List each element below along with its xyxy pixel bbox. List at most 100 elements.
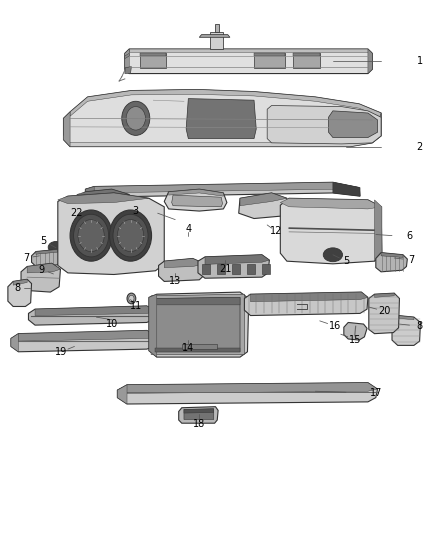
Polygon shape	[164, 189, 227, 211]
Text: 22: 22	[71, 208, 83, 218]
Polygon shape	[381, 253, 403, 257]
Polygon shape	[129, 49, 371, 52]
Polygon shape	[392, 316, 420, 345]
Text: 10: 10	[106, 319, 118, 328]
Polygon shape	[254, 53, 285, 56]
Polygon shape	[184, 409, 214, 419]
Polygon shape	[85, 182, 359, 193]
Polygon shape	[117, 383, 378, 393]
Circle shape	[122, 101, 150, 135]
Polygon shape	[70, 90, 381, 117]
Text: 1: 1	[417, 56, 424, 66]
Polygon shape	[125, 53, 129, 59]
Polygon shape	[27, 263, 60, 273]
Polygon shape	[179, 407, 218, 423]
Polygon shape	[328, 111, 378, 138]
Text: 21: 21	[219, 264, 231, 273]
Circle shape	[129, 295, 134, 302]
Text: 9: 9	[39, 265, 45, 274]
Circle shape	[110, 210, 152, 261]
Polygon shape	[140, 53, 166, 56]
Polygon shape	[117, 385, 127, 404]
Polygon shape	[159, 259, 205, 281]
Polygon shape	[293, 53, 320, 56]
Polygon shape	[344, 322, 367, 340]
Polygon shape	[64, 90, 381, 147]
Text: 5: 5	[41, 237, 47, 246]
Polygon shape	[398, 316, 414, 320]
Polygon shape	[254, 53, 285, 68]
Polygon shape	[64, 112, 70, 147]
Polygon shape	[198, 255, 269, 278]
Polygon shape	[155, 297, 240, 305]
Bar	[232, 264, 240, 274]
Bar	[202, 264, 210, 274]
Polygon shape	[125, 67, 131, 74]
Polygon shape	[85, 182, 360, 197]
Text: 19: 19	[55, 347, 67, 357]
Ellipse shape	[323, 248, 343, 262]
Polygon shape	[184, 409, 214, 413]
Polygon shape	[374, 200, 382, 261]
Text: 18: 18	[193, 419, 205, 429]
Text: 8: 8	[417, 321, 423, 331]
Polygon shape	[205, 255, 269, 264]
Bar	[262, 264, 270, 274]
Circle shape	[127, 293, 136, 304]
Circle shape	[113, 214, 148, 257]
Bar	[247, 264, 255, 274]
Polygon shape	[28, 306, 158, 325]
Polygon shape	[369, 293, 399, 334]
Text: 13: 13	[169, 277, 181, 286]
Polygon shape	[77, 189, 129, 197]
Circle shape	[279, 116, 290, 129]
Polygon shape	[149, 294, 157, 357]
Polygon shape	[77, 189, 129, 204]
Polygon shape	[186, 99, 256, 139]
Text: 15: 15	[349, 335, 361, 344]
Polygon shape	[64, 135, 372, 147]
Circle shape	[74, 214, 109, 257]
Text: 14: 14	[182, 343, 194, 353]
Polygon shape	[244, 292, 368, 316]
Polygon shape	[21, 263, 60, 292]
Text: 5: 5	[343, 256, 349, 266]
Text: 16: 16	[328, 321, 341, 331]
Text: 2: 2	[417, 142, 423, 151]
Text: 4: 4	[185, 224, 191, 233]
Polygon shape	[85, 187, 94, 197]
Polygon shape	[155, 348, 240, 352]
Polygon shape	[240, 193, 287, 206]
Polygon shape	[172, 195, 223, 207]
Circle shape	[319, 116, 329, 129]
Polygon shape	[251, 292, 368, 302]
Polygon shape	[169, 189, 223, 196]
Circle shape	[78, 220, 104, 252]
Text: 7: 7	[23, 253, 29, 263]
Polygon shape	[149, 292, 249, 357]
Circle shape	[126, 107, 145, 130]
Polygon shape	[58, 193, 164, 274]
Text: 11: 11	[130, 301, 142, 311]
Polygon shape	[11, 334, 18, 352]
Polygon shape	[374, 293, 394, 297]
Polygon shape	[32, 249, 64, 266]
Bar	[182, 344, 217, 349]
Polygon shape	[280, 198, 381, 209]
Polygon shape	[376, 253, 407, 272]
Polygon shape	[368, 49, 372, 74]
Text: 8: 8	[14, 283, 21, 293]
Circle shape	[301, 116, 312, 129]
Text: 20: 20	[378, 306, 391, 316]
Polygon shape	[215, 24, 219, 32]
Polygon shape	[333, 182, 360, 196]
Text: 6: 6	[406, 231, 413, 240]
Polygon shape	[280, 198, 382, 264]
Polygon shape	[140, 53, 166, 68]
Polygon shape	[11, 330, 160, 352]
Polygon shape	[35, 306, 158, 316]
Polygon shape	[155, 297, 240, 352]
Ellipse shape	[48, 241, 64, 253]
Polygon shape	[164, 259, 205, 268]
Polygon shape	[58, 193, 149, 204]
